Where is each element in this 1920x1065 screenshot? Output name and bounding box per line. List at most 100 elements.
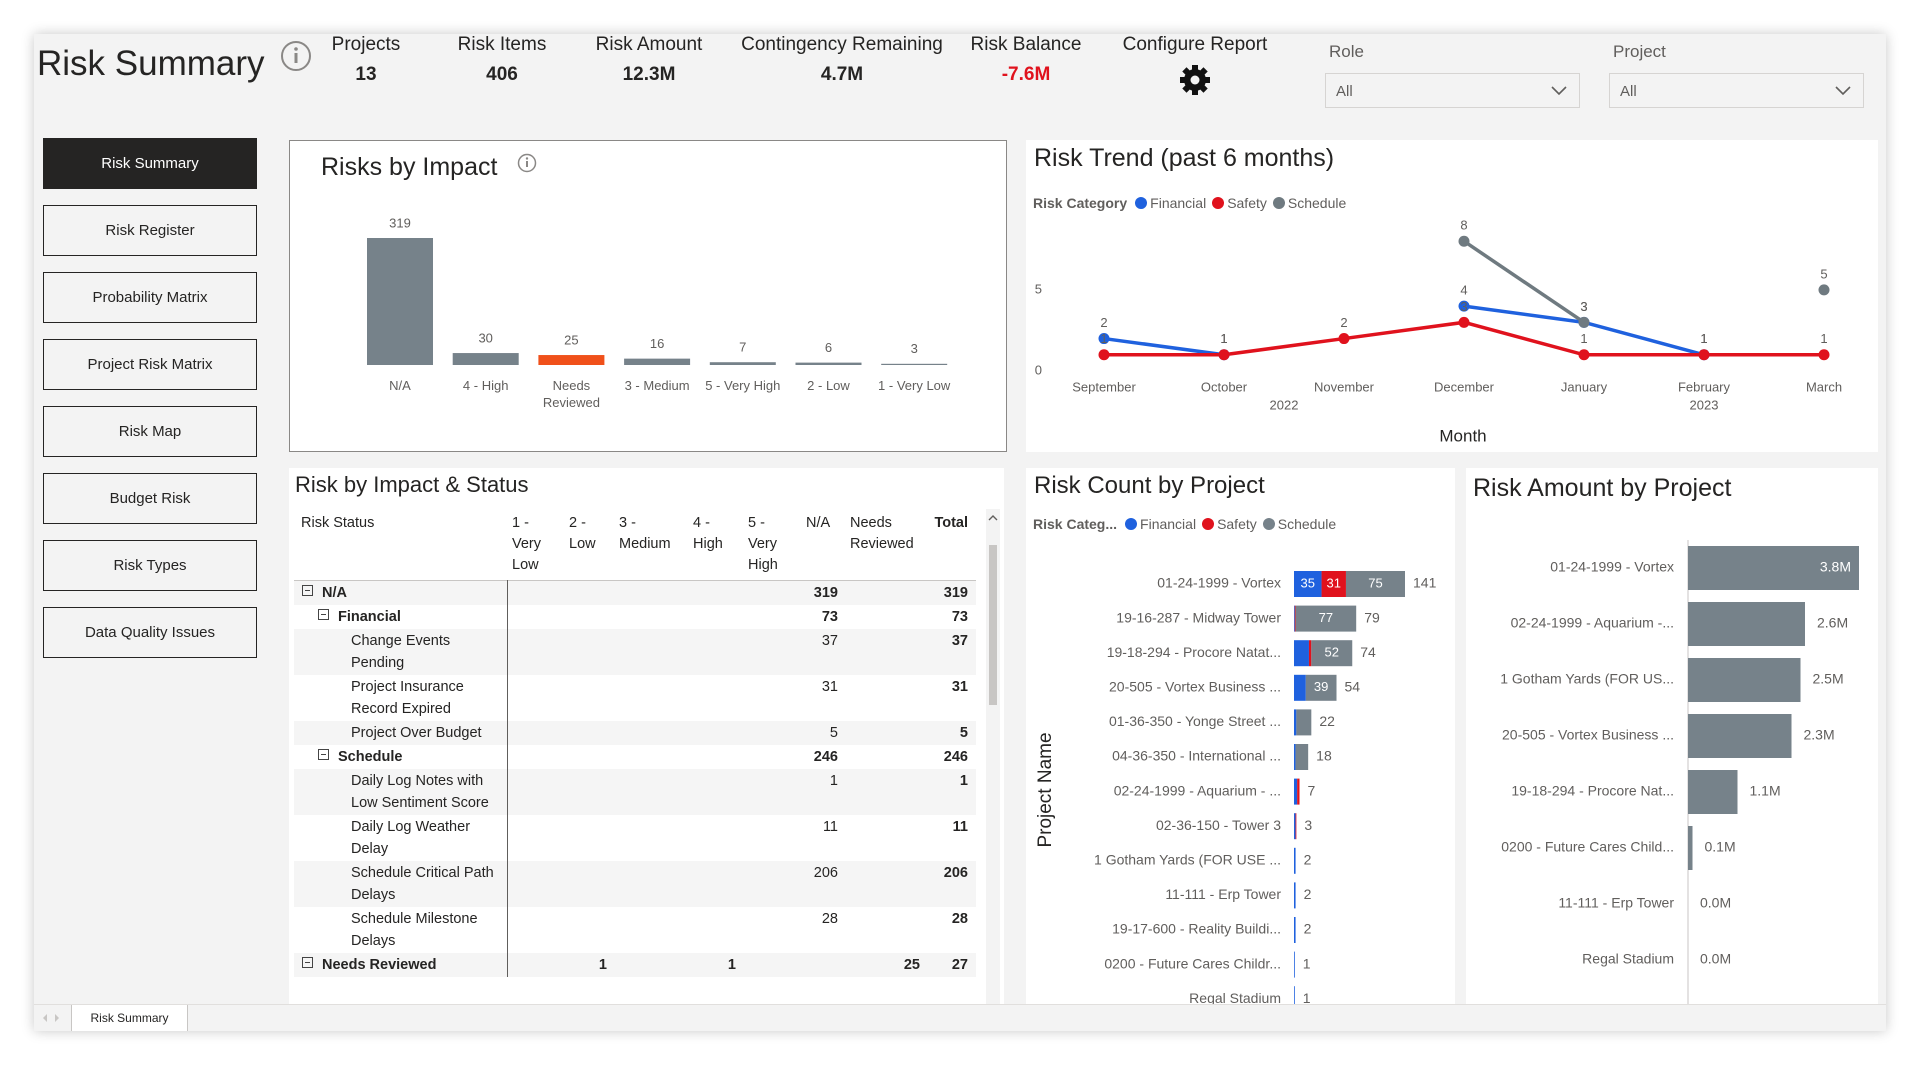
total-label: 1 — [1303, 955, 1311, 971]
table-cell — [564, 629, 614, 675]
data-label: 3 — [1580, 299, 1587, 314]
table-cell — [845, 815, 927, 861]
bar-value-label: 2.6M — [1817, 615, 1848, 631]
legend-entry: Schedule — [1277, 516, 1337, 532]
pivot-table: Risk Status 1 - Very Low 2 - Low 3 - Medium… — [294, 509, 976, 977]
table-cell: 206 — [813, 865, 838, 881]
gear-hole — [1190, 75, 1200, 85]
header-row: Risk Status 1 - Very Low 2 - Low 3 - Medium… — [294, 509, 976, 581]
bar-segment — [1294, 847, 1296, 874]
kpi-label: Contingency Remaining — [741, 34, 943, 55]
configure-label[interactable]: Configure Report — [1122, 34, 1268, 55]
info-stem — [294, 53, 298, 63]
table-cell: 1 — [727, 957, 736, 973]
x-tick-label: February — [1678, 379, 1731, 394]
table-cell: 1 — [829, 773, 838, 789]
nav-button[interactable]: Risk Map — [43, 406, 257, 457]
series-marker — [1098, 349, 1110, 361]
table-cell: 28 — [821, 911, 838, 927]
segment-label: 75 — [1368, 575, 1382, 590]
table-cell — [845, 721, 927, 745]
nav-button[interactable]: Risk Summary — [43, 138, 257, 189]
row-header: Financial — [294, 605, 508, 629]
table-cell — [614, 721, 688, 745]
y-tick-label: 19-16-287 - Midway Tower — [1116, 609, 1281, 625]
table-title: Risk by Impact & Status — [295, 472, 529, 497]
gear-icon[interactable] — [1177, 62, 1213, 98]
scroll-up — [988, 515, 998, 521]
collapse-icon[interactable] — [318, 609, 329, 620]
table-cell — [614, 907, 688, 953]
risk-count-panel: Risk Count by Project Risk Categ... Financ… — [1026, 468, 1455, 1004]
x-group-label: 2022 — [1270, 397, 1299, 412]
series-marker — [1098, 333, 1110, 345]
x-tick-label: N/A — [389, 378, 411, 393]
table-cell — [743, 605, 801, 629]
legend-dot — [1272, 197, 1285, 209]
data-label: 2 — [1100, 315, 1107, 330]
info-dot — [525, 157, 529, 160]
nav-button[interactable]: Probability Matrix — [43, 272, 257, 323]
bar-segment — [1295, 813, 1297, 840]
bar — [1688, 658, 1801, 702]
page-tab[interactable]: Risk Summary — [71, 1005, 188, 1031]
table-cell — [688, 861, 743, 907]
table-wrap: Risk Status 1 - Very Low 2 - Low 3 - Medium… — [294, 509, 976, 1004]
bar-segment — [1294, 605, 1295, 632]
collapse-icon[interactable] — [318, 749, 329, 760]
y-tick-label: 0200 - Future Cares Child... — [1501, 839, 1674, 855]
table-cell — [688, 769, 743, 815]
bar-segment — [1305, 674, 1337, 701]
row-header: Daily Log Notes with Low Sentiment Score — [294, 769, 508, 815]
filter-dropdown[interactable]: All — [1325, 73, 1580, 108]
filter-dropdown[interactable]: All — [1609, 73, 1864, 108]
table-cell — [743, 769, 801, 815]
nav-button[interactable]: Budget Risk — [43, 473, 257, 524]
y-tick-label: 11-111 - Erp Tower — [1558, 895, 1674, 911]
table-cell — [845, 581, 927, 606]
tab-prev — [43, 1014, 47, 1022]
y-tick-label: 0200 - Future Cares Childr... — [1104, 955, 1281, 971]
chevron-line — [1551, 86, 1567, 96]
bar-value-label: 16 — [650, 336, 664, 351]
bar-value-label: 0.0M — [1700, 951, 1731, 967]
table-cell: 5 — [959, 725, 968, 741]
bar — [452, 353, 519, 365]
bar-segment — [1294, 917, 1296, 943]
data-label: 8 — [1460, 218, 1467, 233]
info-icon — [517, 153, 537, 173]
risks-by-impact-panel: Risks by Impact 319 30 25 16 7 6 3 N/A 4 - High Ne… — [289, 140, 1007, 452]
row-header: Schedule Critical Path Delays — [294, 861, 508, 907]
bar-segment — [1294, 882, 1296, 909]
table-row: Needs Reviewed 1 1 25 27 — [294, 953, 976, 977]
bar-segment — [1294, 605, 1296, 632]
legend-dot — [1262, 518, 1275, 530]
table-row: N/A 319 319 — [294, 580, 976, 606]
nav-button[interactable]: Risk Types — [43, 540, 257, 591]
total-label: 2 — [1304, 852, 1312, 868]
data-label: 1 — [1220, 331, 1227, 346]
table-cell — [507, 629, 564, 675]
row-label: Project Insurance Record Expired — [351, 679, 464, 717]
nav-button[interactable]: Data Quality Issues — [43, 607, 257, 658]
segment-label: 39 — [1314, 679, 1328, 694]
table-cell — [688, 745, 743, 769]
data-label: 1 — [1220, 331, 1227, 346]
nav-button[interactable]: Project Risk Matrix — [43, 339, 257, 390]
total-label: 18 — [1316, 748, 1332, 764]
table-cell — [688, 815, 743, 861]
table-cell — [688, 675, 743, 721]
column-header: 3 - Medium — [619, 515, 671, 552]
row-header: Schedule — [294, 745, 508, 769]
legend-dot — [1125, 518, 1138, 530]
legend-title: Risk Categ... — [1033, 516, 1118, 532]
table-row: Schedule Critical Path Delays 206 206 — [294, 861, 976, 907]
collapse-icon[interactable] — [302, 957, 313, 968]
collapse-icon[interactable] — [302, 585, 313, 596]
nav-button[interactable]: Risk Register — [43, 205, 257, 256]
y-tick-label: 01-24-1999 - Vortex — [1157, 575, 1281, 591]
x-tick-label: Needs Reviewed — [542, 378, 600, 410]
legend-entry: Safety — [1227, 195, 1267, 211]
